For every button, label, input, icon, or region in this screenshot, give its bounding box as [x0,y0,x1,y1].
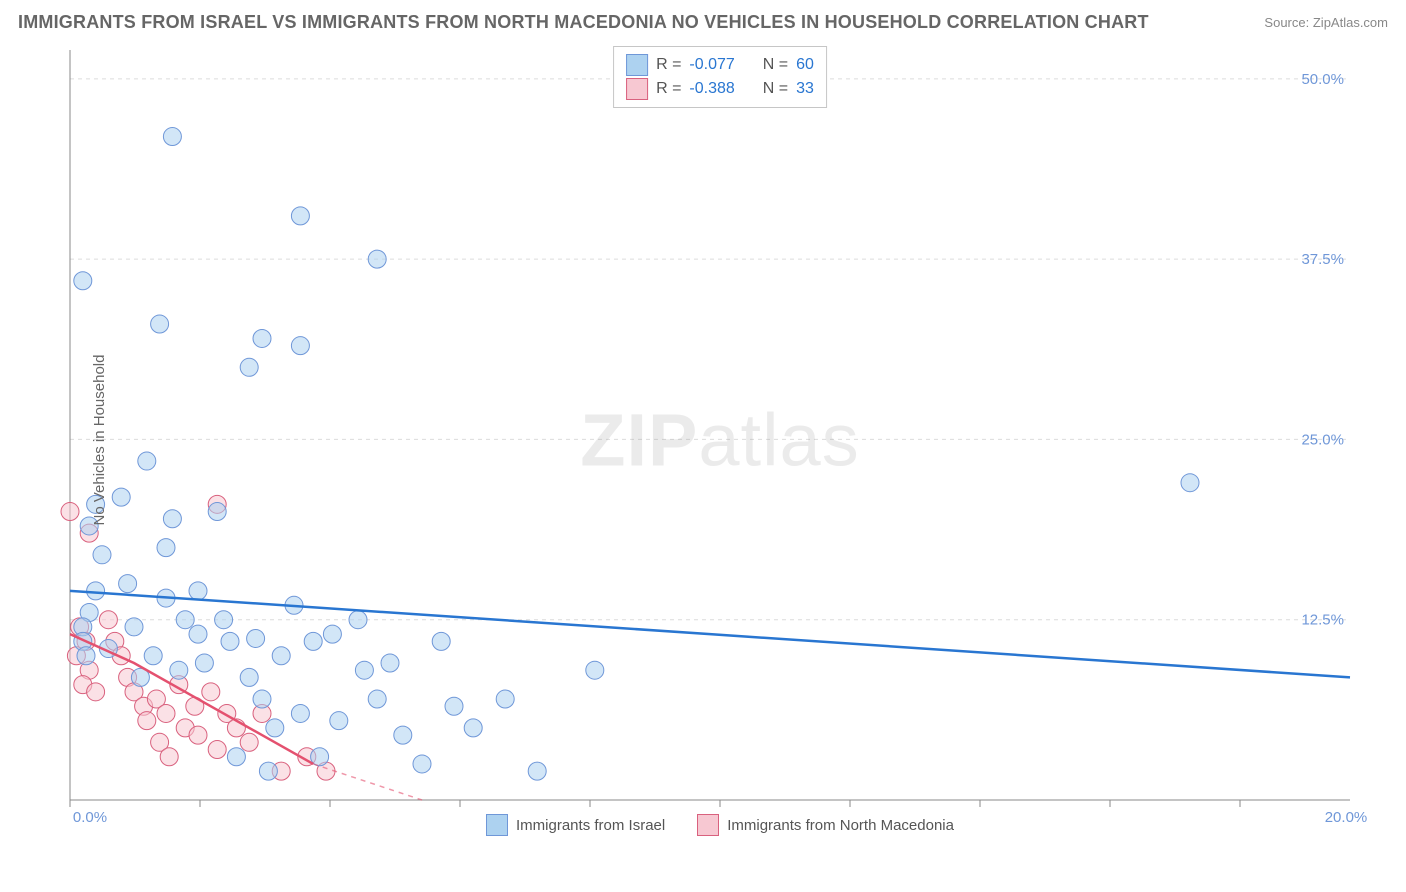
data-point [112,488,130,506]
legend-row: R = -0.388 N = 33 [626,77,814,101]
series-legend: Immigrants from Israel Immigrants from No… [50,814,1390,836]
data-point [1181,474,1199,492]
data-point [330,712,348,730]
data-point [119,575,137,593]
data-point [445,697,463,715]
data-point [291,207,309,225]
data-point [240,733,258,751]
data-point [157,704,175,722]
data-point [259,762,277,780]
data-point [304,632,322,650]
data-point [221,632,239,650]
legend-swatch [486,814,508,836]
source: Source: ZipAtlas.com [1264,15,1388,30]
data-point [208,503,226,521]
data-point [189,625,207,643]
data-point [247,629,265,647]
data-point [291,337,309,355]
data-point [176,611,194,629]
data-point [368,250,386,268]
data-point [61,503,79,521]
legend-n-label: N = [763,77,788,101]
legend-n-value: 60 [796,53,814,77]
data-point [323,625,341,643]
data-point [349,611,367,629]
data-point [87,582,105,600]
data-point [208,741,226,759]
legend-r-label: R = [656,77,681,101]
data-point [253,690,271,708]
data-point [74,272,92,290]
data-point [240,668,258,686]
data-point [368,690,386,708]
data-point [87,683,105,701]
data-point [355,661,373,679]
data-point [93,546,111,564]
legend-r-value: -0.077 [689,53,734,77]
chart-title: IMMIGRANTS FROM ISRAEL VS IMMIGRANTS FRO… [18,12,1149,33]
data-point [266,719,284,737]
y-tick-label: 50.0% [1301,71,1344,88]
data-point [163,128,181,146]
legend-swatch [697,814,719,836]
data-point [272,647,290,665]
data-point [189,582,207,600]
legend-r-label: R = [656,53,681,77]
data-point [394,726,412,744]
data-point [496,690,514,708]
data-point [163,510,181,528]
data-point [144,647,162,665]
data-point [291,704,309,722]
data-point [77,647,95,665]
data-point [151,315,169,333]
y-axis-label: No Vehicles in Household [91,355,108,526]
legend-swatch [626,78,648,100]
series-legend-item: Immigrants from North Macedonia [697,814,954,836]
data-point [381,654,399,672]
header: IMMIGRANTS FROM ISRAEL VS IMMIGRANTS FRO… [18,12,1388,33]
data-point [586,661,604,679]
legend-r-value: -0.388 [689,77,734,101]
data-point [253,329,271,347]
data-point [432,632,450,650]
source-value: ZipAtlas.com [1313,15,1388,30]
data-point [157,539,175,557]
series-legend-label: Immigrants from Israel [516,817,665,834]
data-point [195,654,213,672]
legend-row: R = -0.077 N = 60 [626,53,814,77]
series-legend-item: Immigrants from Israel [486,814,665,836]
y-tick-label: 25.0% [1301,431,1344,448]
data-point [160,748,178,766]
data-point [215,611,233,629]
legend-swatch [626,54,648,76]
data-point [138,712,156,730]
data-point [189,726,207,744]
legend-n-label: N = [763,53,788,77]
data-point [170,661,188,679]
y-tick-label: 37.5% [1301,251,1344,268]
source-label: Source: [1264,15,1309,30]
correlation-legend: R = -0.077 N = 60 R = -0.388 N = 33 [613,46,827,108]
plot-area: No Vehicles in Household 12.5% 25.0% 37.5%… [50,40,1390,840]
data-point [528,762,546,780]
data-point [202,683,220,701]
data-point [413,755,431,773]
data-point [240,358,258,376]
data-point [227,748,245,766]
data-point [99,611,117,629]
series-legend-label: Immigrants from North Macedonia [727,817,954,834]
data-point [138,452,156,470]
y-tick-label: 12.5% [1301,612,1344,629]
data-point [464,719,482,737]
legend-n-value: 33 [796,77,814,101]
scatter-plot: 12.5%25.0%37.5%50.0%0.0%20.0% [50,40,1390,840]
data-point [125,618,143,636]
